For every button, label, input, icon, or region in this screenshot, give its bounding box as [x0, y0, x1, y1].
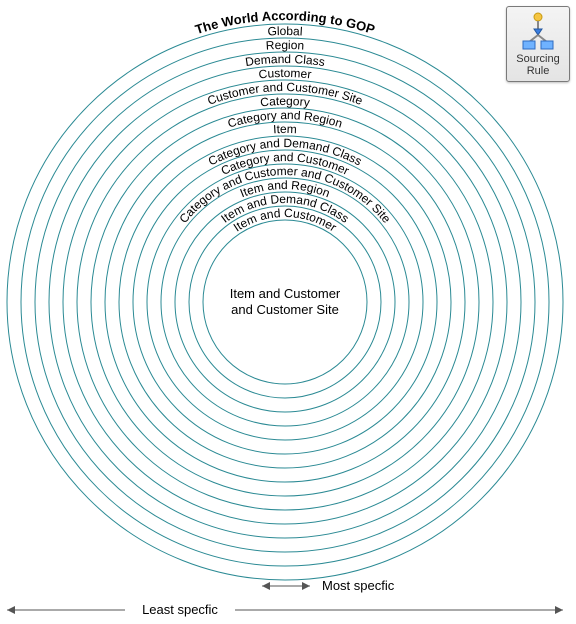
sourcing-rule-icon: [517, 11, 559, 51]
most-specific-label: Most specfic: [322, 578, 395, 593]
most-arrow-head-left: [262, 582, 270, 590]
legend-sourcing-rule: Sourcing Rule: [506, 6, 570, 82]
center-label: Item and Customerand Customer Site: [230, 286, 341, 317]
ring-label: Category: [260, 94, 311, 109]
ring-label: Customer: [258, 66, 312, 81]
concentric-diagram: GlobalRegionDemand ClassCustomerCustomer…: [0, 0, 576, 624]
most-arrow-head-right: [302, 582, 310, 590]
least-arrow-head-right: [555, 606, 563, 614]
ring-label: Region: [265, 38, 304, 53]
legend-label: Sourcing Rule: [507, 53, 569, 77]
least-arrow-head-left: [7, 606, 15, 614]
ring-label: Item: [273, 122, 297, 136]
least-specific-label: Least specfic: [142, 602, 218, 617]
ring-label: Global: [267, 24, 303, 39]
